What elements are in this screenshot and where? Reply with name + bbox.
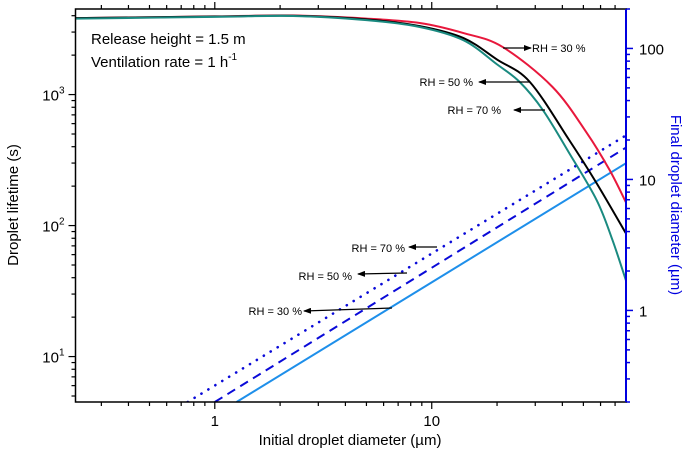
annotation-label: RH = 30 % [532,43,586,55]
y2-tick-label: 10 [639,172,656,189]
annotation-label: RH = 70 % [448,105,502,117]
annotations-group: RH = 30 % RH = 50 % RH = 70 % RH = 70 % … [249,43,586,318]
x-tick-label: 10 [423,413,440,430]
annotation-label: RH = 70 % [352,243,406,255]
ventilation-rate-note: Ventilation rate = 1 h-1 [91,52,238,71]
y-axis-label: Droplet lifetime (s) [5,144,22,266]
y-tick-exp: 3 [59,86,65,97]
x-axis-label: Initial droplet diameter (µm) [259,432,442,449]
y-tick-label: 101 [42,348,65,367]
annotation-label: RH = 30 % [249,306,303,318]
y2-tick-label: 100 [639,41,664,58]
y-tick-base: 10 [42,219,59,236]
y2-axis-label: Final droplet diameter (µm) [667,115,684,295]
y-tick-exp: 2 [59,217,65,228]
series-group [75,14,626,402]
release-height-note: Release height = 1.5 m [91,31,246,48]
annotation-label: RH = 50 % [420,77,474,89]
lifetime-curve-rh70 [75,14,626,281]
annotation-arrow [357,270,408,277]
y-tick-label: 102 [42,217,65,236]
annotation-label: RH = 50 % [299,271,353,283]
diameter-line-rh30 [236,162,626,402]
y-tick-label: 103 [42,86,65,105]
y-tick-base: 10 [42,350,59,367]
y-tick-base: 10 [42,88,59,105]
diameter-line-rh70 [186,134,626,402]
y2-tick-label: 1 [639,303,647,320]
y-tick-exp: 1 [59,348,65,359]
annotation-arrow [303,307,393,314]
x-tick-label: 1 [211,413,219,430]
diameter-line-rh50 [214,146,626,402]
